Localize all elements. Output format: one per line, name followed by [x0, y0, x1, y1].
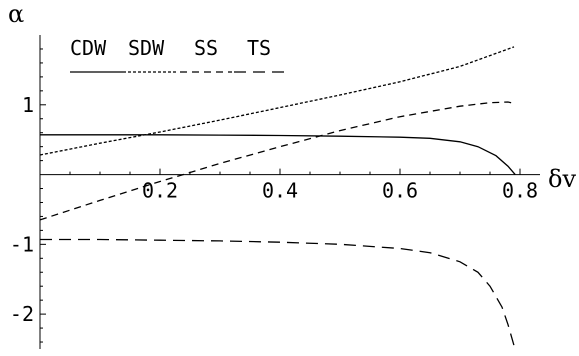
y-tick-label: -2 [10, 302, 34, 326]
legend-label-ts: TS [247, 36, 271, 60]
x-axis-label: δv [548, 165, 576, 193]
y-tick-label: -1 [10, 232, 34, 256]
legend-label-ss: SS [194, 36, 218, 60]
series-line-sdw [39, 46, 515, 156]
series-line-ts [40, 238, 515, 346]
x-tick-label: 0.6 [382, 179, 418, 203]
series-layer [39, 46, 516, 346]
y-tick-label: 1 [22, 93, 34, 117]
legend-label-sdw: SDW [128, 36, 165, 60]
y-ticks: 1 -1 -2 [10, 48, 46, 343]
y-axis-label: α [8, 0, 24, 28]
axes: 0.2 0.4 0.6 0.8 1 -1 -2 α δv [8, 0, 576, 349]
series-line-ss [39, 101, 515, 221]
legend: CDW SDW SS TS [70, 36, 290, 73]
x-tick-label: 0.2 [142, 179, 178, 203]
series-line-cdw [40, 134, 516, 176]
legend-label-cdw: CDW [70, 36, 107, 60]
x-ticks: 0.2 0.4 0.6 0.8 [69, 168, 538, 203]
x-tick-label: 0.4 [262, 179, 298, 203]
x-tick-label: 0.8 [502, 179, 538, 203]
